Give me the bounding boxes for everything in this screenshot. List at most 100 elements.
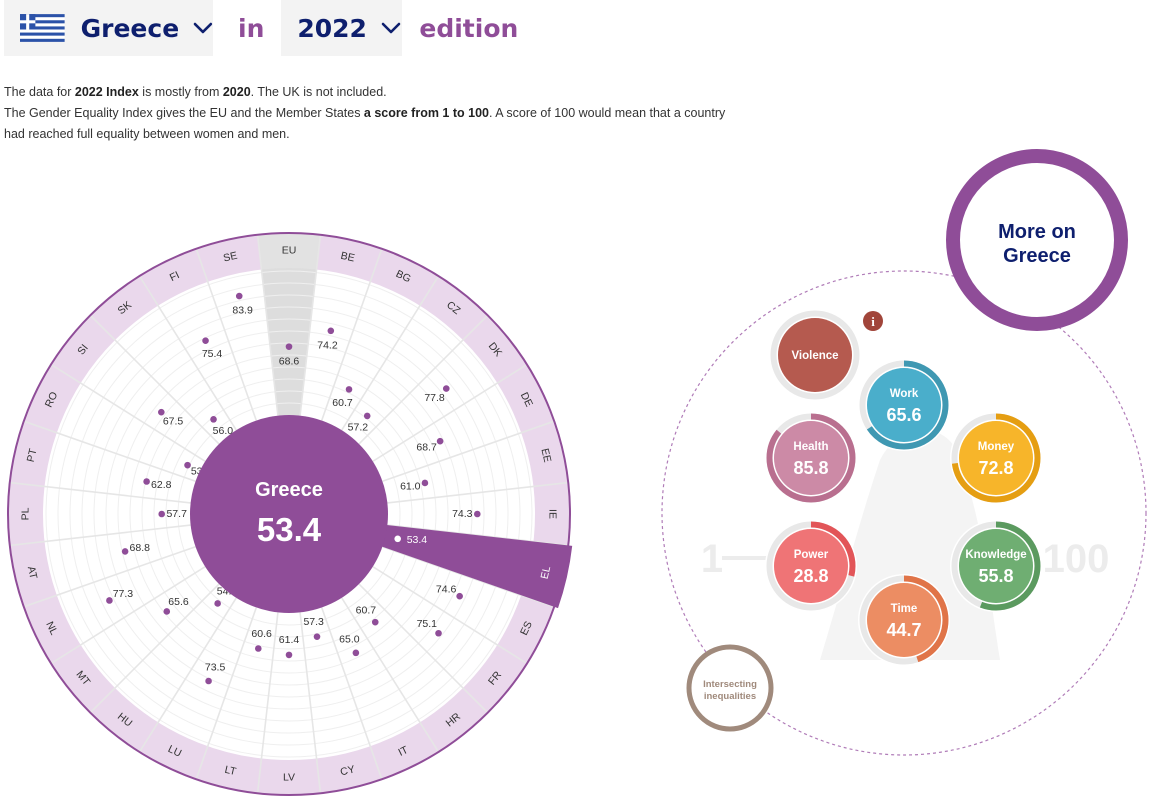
bubble-fill bbox=[959, 529, 1033, 603]
center-country-label: Greece bbox=[255, 479, 323, 501]
eu-wedge-inner bbox=[261, 267, 317, 416]
value-dot bbox=[421, 479, 429, 487]
country-code-label: LV bbox=[283, 772, 295, 784]
value-dot bbox=[442, 385, 450, 392]
country-sector-se[interactable]: SE 83.9 bbox=[222, 250, 253, 317]
sector-divider bbox=[340, 597, 440, 753]
value-label: 73.5 bbox=[205, 661, 226, 673]
domain-name-label: Health bbox=[793, 441, 828, 453]
bubble-ring-progress bbox=[766, 521, 856, 611]
country-code-label: LU bbox=[166, 743, 183, 760]
year-select-value: 2022 bbox=[297, 13, 367, 43]
grid-circle bbox=[129, 354, 449, 674]
country-sector-el[interactable]: EL 53.4 bbox=[378, 524, 573, 609]
value-label: 74.3 bbox=[452, 508, 473, 520]
grid-circle bbox=[93, 318, 485, 710]
value-label: 83.9 bbox=[232, 305, 253, 317]
svg-text:i: i bbox=[871, 314, 875, 329]
intersecting-inequalities-button[interactable]: Intersecting inequalities bbox=[686, 644, 774, 732]
bubble-fill bbox=[774, 421, 848, 495]
domain-name-label: Money bbox=[978, 441, 1015, 453]
value-dot bbox=[436, 437, 444, 445]
intersecting-label-2: inequalities bbox=[704, 691, 756, 702]
country-sector-ie[interactable]: IE 74.3 bbox=[452, 508, 558, 520]
selected-country-wedge bbox=[378, 524, 573, 609]
country-sector-eu[interactable]: EU 68.6 bbox=[279, 245, 300, 368]
value-label: 60.7 bbox=[356, 604, 377, 616]
country-sector-lu[interactable]: LU 73.5 bbox=[166, 661, 225, 759]
value-dot bbox=[205, 677, 212, 685]
country-sector-es[interactable]: ES 74.6 bbox=[436, 584, 535, 638]
country-sector-de[interactable]: DE 68.7 bbox=[416, 390, 535, 453]
country-sector-pl[interactable]: PL 57.7 bbox=[20, 507, 188, 520]
domain-name-label: Time bbox=[891, 603, 918, 615]
value-label: 68.7 bbox=[416, 442, 437, 454]
domain-bubble-power[interactable]: Power 28.8 bbox=[765, 520, 857, 612]
value-dot bbox=[235, 292, 243, 300]
value-label: 67.5 bbox=[163, 416, 184, 428]
value-dot bbox=[255, 645, 262, 652]
domain-score-label: 72.8 bbox=[978, 458, 1013, 478]
sector-divider bbox=[89, 583, 220, 714]
domain-name-label: Violence bbox=[791, 350, 838, 362]
value-dot bbox=[285, 343, 293, 350]
value-dot bbox=[158, 408, 165, 416]
country-sector-be[interactable]: BE 74.2 bbox=[317, 250, 356, 352]
value-dot bbox=[394, 535, 401, 543]
bubble-ring-track bbox=[770, 310, 860, 400]
more-on-label-2: Greece bbox=[1003, 245, 1071, 267]
value-label: 75.4 bbox=[202, 348, 223, 360]
edition-selector-bar: Greece in 2022 edition bbox=[4, 0, 518, 56]
country-sector-ee[interactable]: EE 61.0 bbox=[400, 447, 553, 492]
country-code-label: LT bbox=[223, 764, 237, 778]
value-label: 53.4 bbox=[407, 534, 428, 546]
value-label: 77.3 bbox=[113, 588, 134, 600]
domain-bubble-work[interactable]: Work 65.6 bbox=[858, 359, 950, 451]
country-code-label: ES bbox=[518, 619, 535, 637]
country-sector-lt[interactable]: LT 60.6 bbox=[223, 628, 272, 778]
grid-circle bbox=[105, 330, 473, 698]
more-on-country-button[interactable]: More on Greece bbox=[946, 149, 1128, 331]
country-code-label: IE bbox=[547, 509, 559, 519]
country-sector-lv[interactable]: LV 61.4 bbox=[279, 634, 300, 784]
country-sector-at[interactable]: AT 68.8 bbox=[25, 542, 150, 581]
country-sector-pt[interactable]: PT 62.8 bbox=[25, 447, 172, 491]
country-select[interactable]: Greece bbox=[4, 0, 213, 56]
info-icon[interactable]: i bbox=[863, 311, 883, 331]
value-dot bbox=[345, 386, 353, 393]
center-score-value: 53.4 bbox=[257, 511, 322, 548]
value-dot bbox=[363, 412, 371, 420]
value-dot bbox=[184, 461, 191, 469]
value-dot bbox=[371, 618, 379, 626]
sector-divider bbox=[23, 420, 196, 483]
bubble-ring-progress bbox=[951, 413, 1041, 503]
value-dot bbox=[456, 592, 463, 600]
sector-divider bbox=[372, 565, 528, 665]
country-code-label: PL bbox=[20, 507, 32, 520]
grid-circle bbox=[69, 294, 509, 734]
domain-bubble-time[interactable]: Time 44.7 bbox=[858, 574, 950, 666]
country-sector-bg[interactable]: BG 60.7 bbox=[332, 268, 412, 409]
domain-bubble-money[interactable]: Money 72.8 bbox=[950, 412, 1042, 504]
bubble-fill bbox=[778, 318, 852, 392]
year-select[interactable]: 2022 bbox=[281, 0, 403, 56]
sector-divider bbox=[256, 612, 279, 794]
country-sector-nl[interactable]: NL 77.3 bbox=[43, 588, 133, 637]
outer-border bbox=[7, 232, 571, 796]
country-code-label: NL bbox=[43, 620, 60, 637]
value-dot bbox=[202, 337, 209, 345]
intro-text: The data for 2022 Index is mostly from 2… bbox=[4, 82, 764, 145]
grid-circle bbox=[153, 378, 425, 650]
domain-bubble-knowledge[interactable]: Knowledge 55.8 bbox=[950, 520, 1042, 612]
country-sector-cy[interactable]: CY 57.3 bbox=[303, 616, 356, 778]
sector-divider bbox=[23, 545, 196, 608]
value-label: 60.7 bbox=[332, 397, 353, 409]
country-code-label: DE bbox=[518, 390, 535, 408]
value-label: 61.4 bbox=[279, 634, 300, 646]
value-dot bbox=[158, 510, 166, 518]
domain-bubble-health[interactable]: Health 85.8 bbox=[765, 412, 857, 504]
scale-max-label: 100 bbox=[1043, 537, 1110, 581]
domain-bubble-violence[interactable]: Violence bbox=[769, 309, 861, 401]
